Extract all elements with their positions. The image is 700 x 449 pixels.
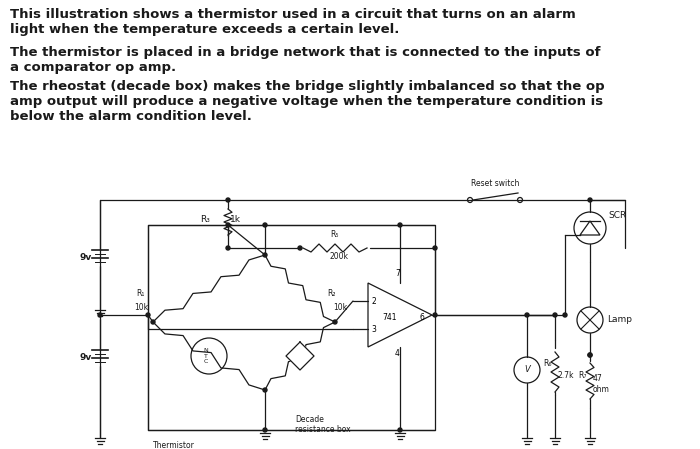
- Text: Thermistor: Thermistor: [153, 440, 195, 449]
- Text: 9v: 9v: [80, 254, 92, 263]
- Text: 1k: 1k: [230, 216, 241, 224]
- Text: V: V: [524, 365, 530, 374]
- Circle shape: [588, 198, 592, 202]
- Circle shape: [226, 198, 230, 202]
- Text: 741: 741: [383, 313, 398, 322]
- Circle shape: [333, 320, 337, 324]
- Circle shape: [398, 223, 402, 227]
- Circle shape: [588, 353, 592, 357]
- Circle shape: [263, 428, 267, 432]
- Text: 10k: 10k: [134, 304, 148, 313]
- Text: The rheostat (decade box) makes the bridge slightly imbalanced so that the op
am: The rheostat (decade box) makes the brid…: [10, 80, 605, 123]
- Circle shape: [525, 313, 529, 317]
- Text: 200k: 200k: [330, 252, 349, 261]
- Text: The thermistor is placed in a bridge network that is connected to the inputs of
: The thermistor is placed in a bridge net…: [10, 46, 601, 74]
- Text: R₂: R₂: [327, 290, 335, 299]
- Text: 6: 6: [420, 313, 425, 321]
- Circle shape: [263, 253, 267, 257]
- Text: This illustration shows a thermistor used in a circuit that turns on an alarm
li: This illustration shows a thermistor use…: [10, 8, 575, 36]
- Text: 47
ohm: 47 ohm: [593, 374, 610, 394]
- Text: Decade
resistance box: Decade resistance box: [295, 415, 351, 434]
- Text: R₁: R₁: [136, 290, 145, 299]
- Circle shape: [433, 313, 437, 317]
- Circle shape: [398, 428, 402, 432]
- Text: Reset switch: Reset switch: [471, 179, 519, 188]
- Text: 3: 3: [371, 325, 376, 334]
- Circle shape: [433, 246, 437, 250]
- Text: 4: 4: [395, 349, 400, 358]
- Circle shape: [226, 246, 230, 250]
- Circle shape: [588, 353, 592, 357]
- Text: 2.7k: 2.7k: [558, 370, 575, 379]
- Text: R₆: R₆: [543, 358, 552, 367]
- Text: R₇: R₇: [579, 370, 587, 379]
- Circle shape: [226, 223, 230, 227]
- Polygon shape: [368, 283, 432, 347]
- Text: 2: 2: [371, 296, 376, 305]
- Text: SCR: SCR: [608, 211, 626, 220]
- Circle shape: [298, 246, 302, 250]
- Polygon shape: [580, 221, 600, 235]
- Text: N
T
C: N T C: [204, 348, 209, 364]
- Circle shape: [146, 313, 150, 317]
- Circle shape: [98, 313, 102, 317]
- Polygon shape: [286, 342, 314, 370]
- Text: 7: 7: [395, 269, 400, 278]
- Circle shape: [553, 313, 557, 317]
- Text: R₅: R₅: [330, 230, 339, 239]
- Text: Lamp: Lamp: [607, 316, 632, 325]
- Circle shape: [563, 313, 567, 317]
- Text: R₃: R₃: [200, 216, 210, 224]
- Circle shape: [151, 320, 155, 324]
- Text: 10k: 10k: [333, 304, 347, 313]
- Circle shape: [263, 388, 267, 392]
- Circle shape: [263, 223, 267, 227]
- Bar: [148, 225, 435, 430]
- Text: 9v: 9v: [80, 353, 92, 362]
